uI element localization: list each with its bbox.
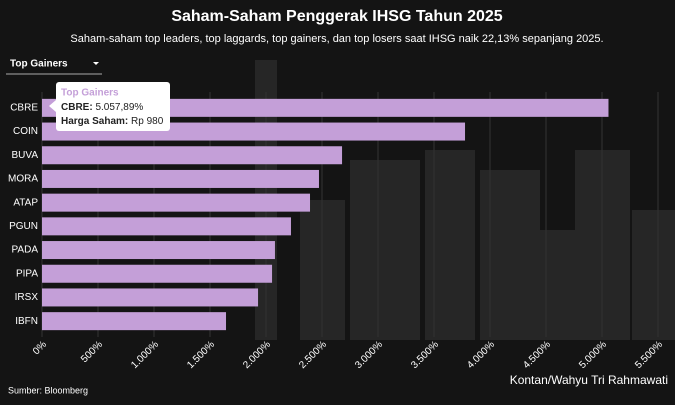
chart-subtitle: Saham-saham top leaders, top laggards, t… <box>70 33 603 45</box>
tooltip-box <box>56 82 170 131</box>
tooltip-pointer <box>49 100 56 112</box>
x-tick-label: 3.000% <box>353 339 385 371</box>
tooltip: Top Gainers CBRE: 5.057,89% Harga Saham:… <box>49 82 170 131</box>
x-tick-label: 2.000% <box>241 339 273 371</box>
y-tick-label: IBFN <box>15 316 38 327</box>
bar <box>42 312 227 331</box>
tooltip-value: Rp 980 <box>131 116 164 127</box>
x-tick-label: 5.000% <box>577 339 609 371</box>
dropdown-arrow[interactable] <box>93 62 99 65</box>
x-tick-label: 1.500% <box>185 339 217 371</box>
bar <box>42 98 609 117</box>
x-tick-label: 0% <box>31 339 49 357</box>
tooltip-row: CBRE: 5.057,89% <box>61 102 143 113</box>
bar <box>42 169 319 188</box>
source: Sumber: Bloomberg <box>8 385 88 395</box>
bar <box>42 217 291 236</box>
y-tick-label: PGUN <box>9 221 38 232</box>
y-tick-label: ATAP <box>13 197 38 208</box>
credit: Kontan/Wahyu Tri Rahmawati <box>510 373 668 387</box>
tooltip-label: Harga Saham: <box>61 116 128 127</box>
tooltip-label: CBRE: <box>61 102 93 113</box>
bar <box>42 264 273 283</box>
x-tick-label: 2.500% <box>297 339 329 371</box>
dropdown[interactable]: Top Gainers <box>6 55 102 75</box>
bar <box>42 193 311 212</box>
x-tick-label: 4.000% <box>465 339 497 371</box>
bar <box>42 146 343 165</box>
chart-title: Saham-Saham Penggerak IHSG Tahun 2025 <box>171 8 502 25</box>
y-tick-label: IRSX <box>15 292 39 303</box>
tooltip-row: Harga Saham: Rp 980 <box>61 116 164 127</box>
y-tick-label: PIPA <box>16 268 38 279</box>
x-tick-label: 500% <box>79 339 105 365</box>
x-tick-label: 3.500% <box>409 339 441 371</box>
x-tick-label: 5.500% <box>633 339 665 371</box>
x-tick-label: 1.000% <box>129 339 161 371</box>
bar <box>42 288 259 307</box>
tooltip-value: 5.057,89% <box>95 102 143 113</box>
tooltip-title: Top Gainers <box>61 88 119 99</box>
y-tick-label: BUVA <box>12 150 39 161</box>
x-tick-label: 4.500% <box>521 339 553 371</box>
y-tick-label: CBRE <box>10 102 38 113</box>
dropdown-label[interactable]: Top Gainers <box>10 59 68 70</box>
dropdown-box[interactable] <box>6 55 102 73</box>
y-tick-label: PADA <box>12 245 39 256</box>
bar <box>42 241 275 260</box>
y-tick-label: MORA <box>8 174 38 185</box>
y-tick-label: COIN <box>13 126 38 137</box>
